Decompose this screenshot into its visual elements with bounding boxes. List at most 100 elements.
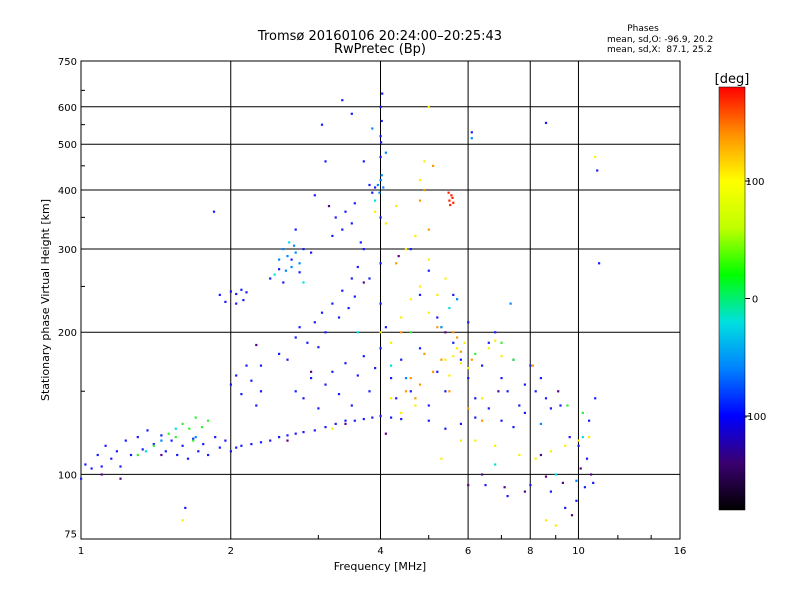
data-point — [224, 439, 227, 442]
data-point — [362, 355, 365, 358]
data-point — [302, 281, 305, 284]
data-point — [286, 439, 289, 442]
data-point — [379, 216, 382, 219]
data-point — [259, 364, 263, 367]
data-point — [278, 436, 281, 439]
data-point — [293, 244, 296, 247]
data-point — [577, 439, 580, 442]
data-point — [368, 277, 371, 280]
data-point — [240, 288, 243, 291]
data-point — [235, 446, 238, 449]
data-point — [487, 341, 490, 344]
x-tick-label: 8 — [527, 546, 533, 557]
data-point — [400, 411, 403, 414]
data-point — [141, 448, 144, 451]
y-tick-label: 75 — [64, 529, 77, 540]
data-point — [313, 429, 316, 432]
data-point — [136, 453, 139, 457]
data-point — [302, 248, 305, 251]
data-point — [286, 358, 289, 361]
data-point — [235, 302, 238, 305]
data-point — [269, 439, 272, 442]
data-point — [278, 352, 281, 355]
data-point — [418, 347, 422, 350]
data-point — [331, 427, 334, 430]
data-point — [575, 499, 578, 502]
data-point — [459, 362, 462, 365]
data-point — [310, 370, 313, 373]
data-point — [379, 414, 382, 418]
data-point — [356, 374, 359, 377]
data-point — [512, 358, 515, 361]
data-point — [371, 191, 374, 194]
data-point — [100, 465, 103, 468]
data-point — [214, 436, 217, 439]
data-point — [436, 293, 439, 296]
data-point — [259, 390, 263, 393]
data-point — [481, 473, 484, 476]
data-point — [544, 519, 548, 522]
data-point — [594, 155, 597, 159]
data-point — [577, 444, 580, 447]
data-point — [459, 358, 462, 361]
data-point — [174, 436, 177, 439]
data-point — [452, 355, 455, 358]
data-point — [119, 477, 122, 480]
data-point — [384, 432, 387, 435]
data-point — [298, 262, 301, 265]
data-point — [581, 411, 584, 414]
data-point — [124, 439, 127, 442]
data-point — [523, 411, 526, 414]
data-point — [509, 302, 512, 305]
data-point — [529, 484, 532, 487]
x-tick-label: 16 — [674, 546, 687, 557]
data-point — [384, 151, 387, 154]
data-point — [549, 450, 552, 453]
data-point — [229, 450, 232, 453]
data-point — [250, 379, 253, 382]
data-point — [362, 281, 365, 284]
data-point — [581, 436, 584, 439]
data-point — [463, 341, 466, 344]
data-point — [374, 210, 377, 213]
data-point — [440, 326, 443, 329]
data-point — [549, 407, 552, 410]
data-point — [290, 258, 293, 261]
data-point — [192, 437, 195, 440]
data-point — [294, 228, 297, 231]
data-point — [235, 374, 238, 377]
data-point — [448, 307, 451, 310]
data-point — [382, 186, 385, 189]
data-point — [500, 355, 503, 358]
data-point — [487, 347, 490, 350]
data-point — [337, 316, 341, 319]
colorbar-ticks: 100 0 -100 — [744, 177, 767, 423]
data-point — [497, 390, 500, 393]
data-point — [588, 436, 591, 439]
data-point — [529, 364, 532, 367]
data-point — [100, 473, 103, 476]
data-point — [427, 228, 430, 231]
data-point — [561, 481, 564, 484]
data-point — [235, 292, 238, 296]
x-tick-label: 10 — [572, 546, 585, 557]
data-point — [440, 457, 443, 460]
data-point — [534, 390, 537, 393]
x-tick-label: 4 — [377, 546, 383, 557]
data-point — [534, 457, 537, 460]
data-point — [298, 326, 301, 329]
data-point — [350, 112, 353, 115]
data-point — [494, 339, 497, 342]
data-point — [544, 475, 548, 478]
data-point — [327, 205, 331, 208]
data-point — [218, 293, 221, 296]
data-point — [481, 397, 484, 400]
data-point — [436, 316, 439, 319]
data-point — [282, 281, 285, 284]
data-point — [467, 377, 470, 380]
data-point — [427, 404, 430, 407]
data-point — [440, 358, 443, 361]
data-point — [229, 383, 232, 386]
data-point — [452, 331, 455, 334]
x-ticks: 1 2 4 6 8 10 16 — [78, 535, 687, 557]
